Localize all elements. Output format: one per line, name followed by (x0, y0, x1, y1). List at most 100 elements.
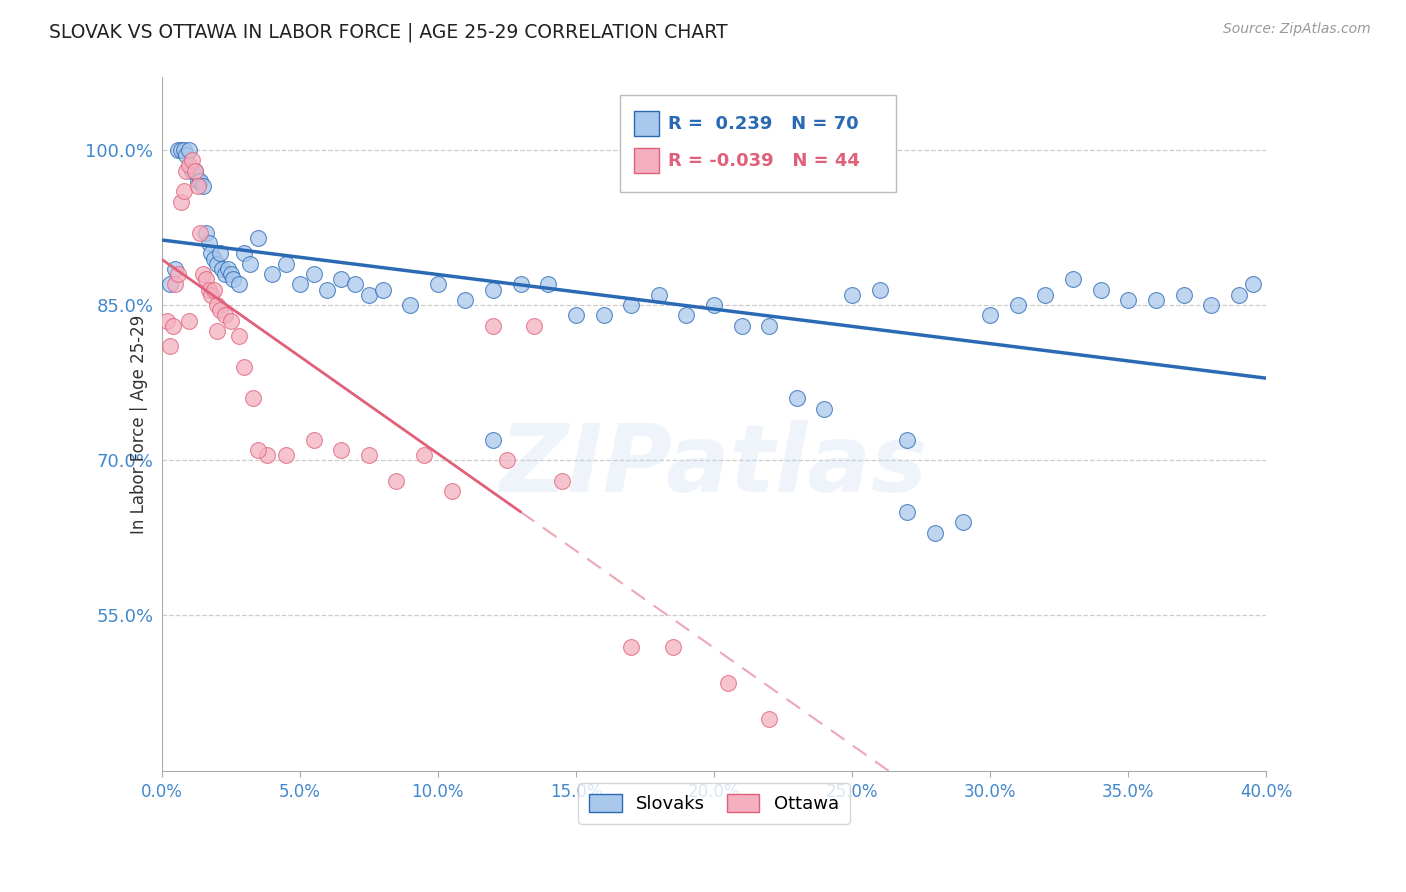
Point (661, 640, 683, 654)
Bar (634, 112, 659, 136)
Point (454, 293, 477, 307)
Bar (634, 148, 659, 173)
Point (703, 298, 725, 312)
Point (1173, 287, 1195, 301)
Point (675, 309, 697, 323)
Point (482, 318, 505, 333)
Point (239, 257, 262, 271)
Point (188, 226, 211, 240)
Point (170, 143, 193, 157)
Point (288, 277, 311, 292)
Point (186, 174, 208, 188)
Point (197, 283, 219, 297)
Point (1144, 293, 1167, 307)
Point (217, 261, 239, 276)
Point (214, 309, 236, 323)
Point (620, 298, 643, 312)
Point (219, 267, 242, 281)
Point (869, 283, 891, 297)
Point (205, 257, 228, 271)
Point (165, 277, 187, 292)
Text: R = -0.039   N = 44: R = -0.039 N = 44 (668, 152, 859, 169)
Point (247, 442, 270, 457)
Point (191, 179, 214, 194)
Point (551, 474, 574, 488)
Point (202, 283, 225, 297)
Point (167, 143, 190, 157)
Point (274, 448, 297, 462)
Point (156, 313, 179, 327)
Point (194, 226, 217, 240)
Point (167, 267, 190, 281)
Point (214, 267, 236, 281)
Point (302, 267, 325, 281)
Point (205, 298, 228, 312)
Point (176, 163, 198, 178)
Point (758, 712, 780, 726)
Point (170, 194, 193, 209)
Point (841, 287, 863, 301)
Point (159, 277, 181, 292)
Point (565, 309, 588, 323)
Point (896, 433, 918, 447)
Point (194, 272, 217, 286)
Point (191, 267, 214, 281)
Point (222, 272, 245, 286)
Point (440, 484, 463, 499)
Point (247, 231, 270, 245)
Text: Source: ZipAtlas.com: Source: ZipAtlas.com (1223, 22, 1371, 37)
Point (316, 283, 339, 297)
Point (509, 277, 531, 292)
Point (482, 283, 505, 297)
Point (648, 287, 671, 301)
Point (371, 283, 394, 297)
Point (188, 174, 211, 188)
Point (924, 525, 946, 540)
Point (399, 298, 422, 312)
Text: SLOVAK VS OTTAWA IN LABOR FORCE | AGE 25-29 CORRELATION CHART: SLOVAK VS OTTAWA IN LABOR FORCE | AGE 25… (49, 22, 728, 42)
Point (426, 277, 449, 292)
Point (952, 516, 974, 530)
Point (896, 505, 918, 519)
Point (1241, 277, 1264, 292)
Point (186, 179, 208, 194)
Point (184, 163, 207, 178)
Point (179, 158, 201, 172)
Point (181, 153, 204, 168)
Point (357, 287, 380, 301)
Point (1227, 287, 1250, 301)
Point (523, 318, 546, 333)
Point (730, 318, 752, 333)
Text: ZIPatlas: ZIPatlas (501, 419, 928, 512)
Point (256, 448, 278, 462)
Point (357, 448, 380, 462)
FancyBboxPatch shape (620, 95, 896, 192)
Point (200, 246, 222, 260)
Point (1116, 293, 1139, 307)
Point (179, 313, 201, 327)
Point (1062, 272, 1084, 286)
Point (537, 277, 560, 292)
Point (197, 235, 219, 250)
Point (200, 287, 222, 301)
Point (173, 184, 195, 198)
Point (159, 339, 181, 353)
Point (758, 318, 780, 333)
Point (482, 433, 505, 447)
Point (717, 675, 740, 690)
Point (181, 163, 204, 178)
Point (173, 143, 195, 157)
Point (165, 261, 187, 276)
Point (979, 309, 1001, 323)
Point (219, 313, 242, 327)
Point (592, 309, 614, 323)
Point (233, 246, 256, 260)
Point (302, 433, 325, 447)
Point (208, 303, 231, 318)
Point (413, 448, 436, 462)
Point (1199, 298, 1222, 312)
Point (202, 252, 225, 266)
Point (205, 324, 228, 338)
Point (330, 442, 353, 457)
Point (262, 267, 284, 281)
